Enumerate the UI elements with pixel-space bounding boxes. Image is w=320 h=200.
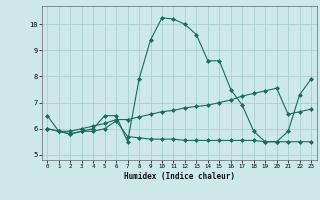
X-axis label: Humidex (Indice chaleur): Humidex (Indice chaleur) (124, 172, 235, 181)
